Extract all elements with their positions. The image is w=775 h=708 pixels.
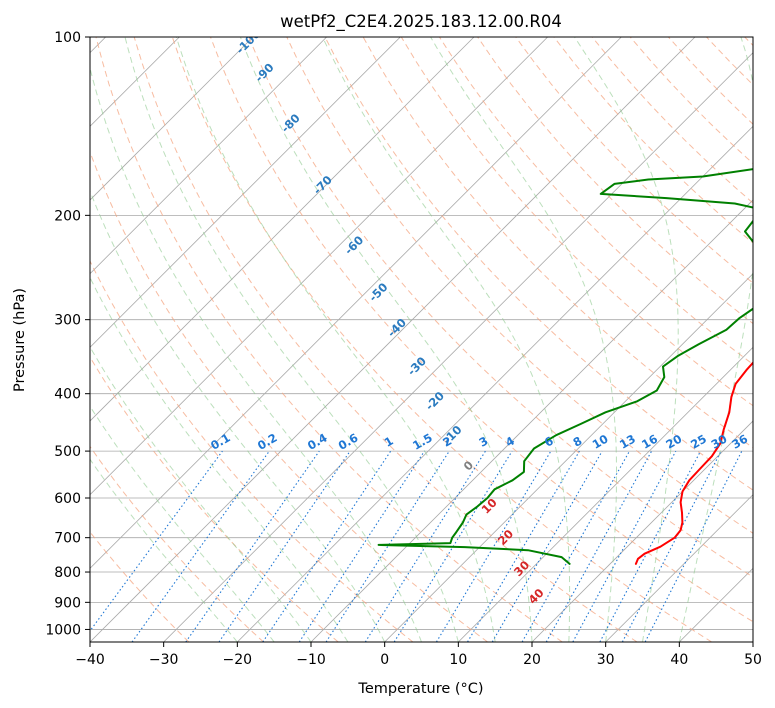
x-tick-label: 50 <box>744 652 762 668</box>
moist-adiabat-line <box>175 37 496 642</box>
x-tick-label: 20 <box>523 652 541 668</box>
mixing-ratio-line <box>218 450 351 642</box>
y-axis-ticks: 100 200 300 400 500 600 700 800 900 1000 <box>45 30 90 638</box>
mixing-ratio-line <box>491 450 603 642</box>
moist-adiabat-line <box>124 37 459 642</box>
mixing-ratio-label: 10 <box>590 432 611 452</box>
x-tick-label: 0 <box>380 652 389 668</box>
chart-title: wetPf2_C2E4.2025.183.12.00.R04 <box>280 12 562 32</box>
x-tick-label: 40 <box>670 652 688 668</box>
isotherm-line <box>163 52 753 642</box>
plot-frame <box>89 36 754 643</box>
x-tick-label: 30 <box>597 652 615 668</box>
mixing-ratio-line <box>521 450 630 642</box>
y-tick-label: 500 <box>54 444 81 460</box>
moist-adiabat-line <box>90 405 275 642</box>
moist-adiabat-line <box>90 345 312 642</box>
mixing-ratio-line <box>572 450 677 642</box>
y-tick-label: 600 <box>54 491 81 507</box>
mixing-ratio-line <box>325 450 450 642</box>
temperature-profile-line <box>634 361 753 565</box>
moist-adiabat-line <box>90 276 349 642</box>
moist-adiabat-line <box>90 458 238 642</box>
isotherm-line <box>90 37 548 496</box>
mixing-ratio-line <box>467 450 580 642</box>
dry-adiabat-line <box>248 37 753 578</box>
dry-adiabat-line <box>90 259 414 642</box>
plot-area: -100-90-80-70-60-50-40-30-20-10010203040… <box>90 37 753 642</box>
moist-adiabat-line <box>90 65 422 642</box>
moist-adiabat-line <box>90 189 386 642</box>
mixing-ratio-label: 36 <box>729 432 750 452</box>
dry-adiabat-line <box>90 445 264 642</box>
dewpoint-profile-line <box>377 168 753 565</box>
skewed-isotherm-grid <box>90 37 753 642</box>
mixing-ratio-label: 20 <box>663 432 684 452</box>
isotherm-line <box>605 494 753 642</box>
y-tick-label: 700 <box>54 531 81 547</box>
mixing-ratio-line <box>185 450 320 642</box>
pressure-grid <box>90 37 753 630</box>
isotherm-line <box>90 37 475 422</box>
y-tick-label: 1000 <box>45 622 81 638</box>
y-tick-label: 300 <box>54 313 81 329</box>
isotherm-line <box>237 125 753 642</box>
x-tick-label: −40 <box>75 652 105 668</box>
isotherm-line <box>90 37 401 348</box>
isotherm-line <box>90 37 254 201</box>
data-series <box>377 168 753 565</box>
isotherm-line <box>384 273 753 642</box>
dry-adiabat-line <box>133 37 638 642</box>
mixing-ratio-label: 30 <box>709 432 730 452</box>
x-axis-label: Temperature (°C) <box>357 681 483 697</box>
moist-adiabat-line <box>239 37 533 642</box>
dry-adiabat-line <box>210 37 753 623</box>
dry-adiabat-line <box>515 37 753 284</box>
y-tick-label: 200 <box>54 208 81 224</box>
mixing-ratio-line <box>545 450 653 642</box>
isotherm-line <box>90 37 622 569</box>
y-axis-label: Pressure (hPa) <box>12 288 28 392</box>
moist-adiabat-line <box>430 37 617 642</box>
mixing-ratio-label: 13 <box>617 432 638 452</box>
x-tick-label: 10 <box>449 652 467 668</box>
y-tick-label: 100 <box>54 30 81 46</box>
isotherm-line <box>531 420 753 642</box>
x-tick-label: −20 <box>223 652 253 668</box>
dry-adiabat-line <box>95 37 563 642</box>
isotherm-line <box>90 37 327 275</box>
moist-adiabat-line <box>574 37 679 642</box>
isotherm-line <box>458 346 753 642</box>
y-tick-label: 400 <box>54 387 81 403</box>
y-tick-label: 900 <box>54 595 81 611</box>
mixing-ratio-label: 25 <box>688 432 709 452</box>
moist-adiabat-line <box>678 37 753 642</box>
mixing-ratio-line <box>435 450 552 642</box>
x-tick-label: −10 <box>296 652 326 668</box>
dry-adiabat-line <box>90 356 339 642</box>
x-axis-ticks: −40 −30 −20 −10 0 10 20 30 40 50 <box>75 642 762 668</box>
y-tick-label: 800 <box>54 565 81 581</box>
x-tick-label: −30 <box>149 652 179 668</box>
mixing-ratio-label: 16 <box>639 432 660 452</box>
dry-adiabat-line <box>324 37 753 491</box>
